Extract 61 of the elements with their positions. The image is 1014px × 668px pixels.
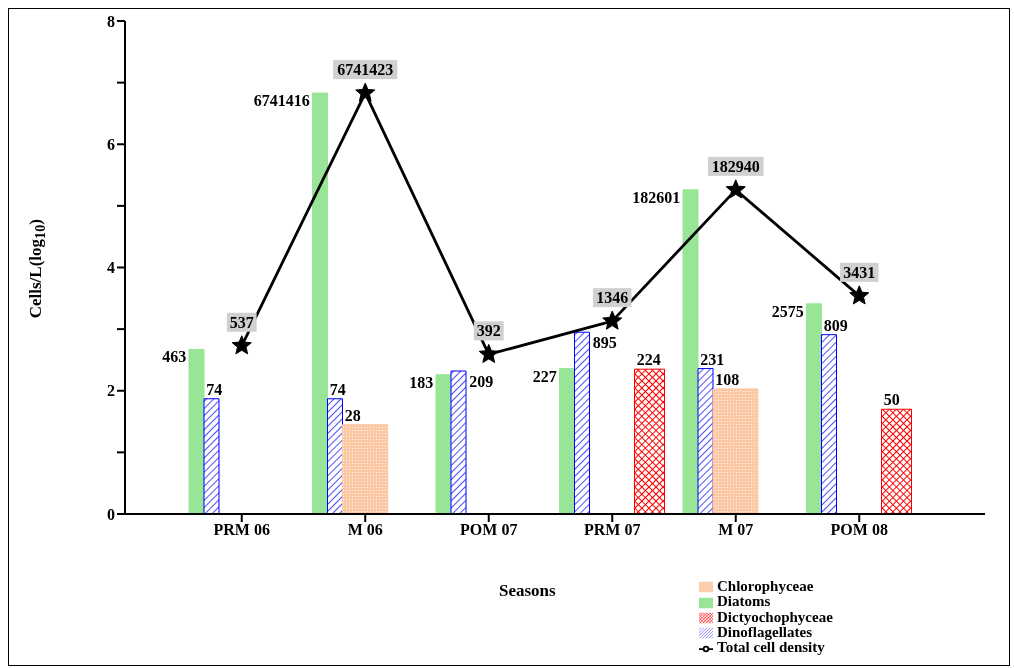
legend-label: Dictyochophyceae [717,608,833,625]
annotation: 3431 [843,263,876,281]
annotation: 224 [636,351,661,369]
annotation: 463 [162,348,187,366]
annotation: 74 [329,380,346,398]
annotation: 895 [592,334,617,352]
point [849,285,870,305]
bar [559,368,575,514]
bar [327,398,343,514]
annotation: 392 [476,322,501,340]
annotation: 2575 [771,302,804,320]
y-tick-label: 2 [107,382,115,400]
annotation: 209 [469,373,494,391]
point [231,335,252,355]
bar [435,374,452,514]
annotation: 6741423 [337,61,394,79]
x-tick-label: PRM 06 [213,521,270,539]
y-tick-label: 6 [107,135,115,153]
annotation: 50 [883,391,900,409]
bar [450,370,467,514]
bar [203,398,220,514]
annotation: 74 [206,380,223,398]
bar [881,408,912,514]
annotation: 809 [823,316,848,334]
annotation: 231 [700,350,725,368]
annotation: 227 [532,367,557,385]
x-tick-label: POM 07 [460,521,518,539]
legend-label: Chlorophyceae [717,578,814,594]
point [725,179,746,199]
legend-label: Diatoms [717,593,771,610]
bar [697,368,714,514]
y-tick-label: 0 [107,505,115,523]
point [478,343,499,363]
x-tick-label: PRM 07 [584,521,641,539]
bar [188,348,205,514]
x-tick-label: M 07 [718,521,754,539]
bar [342,424,388,514]
annotation: 28 [344,406,361,424]
y-tick-label: 8 [107,12,115,30]
legend-label: Dinoflagellates [717,624,812,640]
bar [806,303,822,514]
annotation: 6741416 [253,92,310,110]
bar [821,334,837,514]
x-tick-label: M 06 [347,521,383,539]
annotation: 183 [409,373,434,391]
x-axis-title: Seasons [499,581,556,601]
annotation: 1346 [596,289,629,307]
x-tick-label: POM 08 [830,521,888,539]
annotation: 182601 [632,188,681,206]
point [355,82,376,102]
bar [682,189,699,514]
bar [574,331,590,514]
point [602,310,623,330]
y-tick-label: 4 [107,259,115,277]
bar [634,368,665,514]
bar [712,388,759,514]
legend-label: Total cell density [717,639,825,656]
annotation: 182940 [711,157,760,175]
annotation: 108 [715,370,740,388]
annotation: 537 [229,313,254,331]
bar [312,92,328,514]
